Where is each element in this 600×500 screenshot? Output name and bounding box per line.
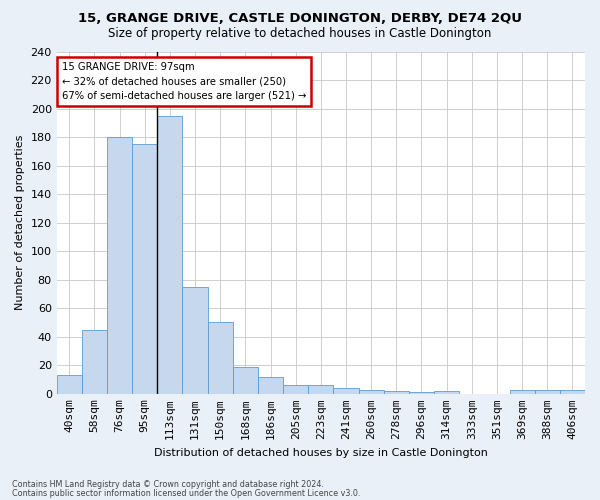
Text: Size of property relative to detached houses in Castle Donington: Size of property relative to detached ho… (109, 28, 491, 40)
Text: 15 GRANGE DRIVE: 97sqm
← 32% of detached houses are smaller (250)
67% of semi-de: 15 GRANGE DRIVE: 97sqm ← 32% of detached… (62, 62, 307, 102)
Bar (409, 392, 434, 394)
Bar (509, 390, 535, 394)
Bar (56, 376, 82, 394)
Bar (82, 330, 107, 394)
Bar (535, 390, 560, 394)
Bar (233, 366, 258, 394)
Bar (560, 390, 585, 394)
Bar (208, 322, 233, 394)
Y-axis label: Number of detached properties: Number of detached properties (15, 135, 25, 310)
Text: 15, GRANGE DRIVE, CASTLE DONINGTON, DERBY, DE74 2QU: 15, GRANGE DRIVE, CASTLE DONINGTON, DERB… (78, 12, 522, 26)
Bar (283, 385, 308, 394)
Bar (107, 137, 132, 394)
Bar (308, 385, 334, 394)
Bar (132, 144, 157, 394)
Bar (258, 376, 283, 394)
Bar (182, 287, 208, 394)
X-axis label: Distribution of detached houses by size in Castle Donington: Distribution of detached houses by size … (154, 448, 488, 458)
Text: Contains public sector information licensed under the Open Government Licence v3: Contains public sector information licen… (12, 489, 361, 498)
Bar (434, 391, 459, 394)
Bar (359, 390, 384, 394)
Bar (384, 391, 409, 394)
Text: Contains HM Land Registry data © Crown copyright and database right 2024.: Contains HM Land Registry data © Crown c… (12, 480, 324, 489)
Bar (334, 388, 359, 394)
Bar (157, 116, 182, 394)
